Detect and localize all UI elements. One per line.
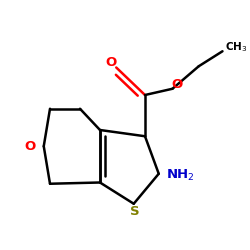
Text: O: O [172, 78, 183, 91]
Text: O: O [106, 56, 117, 69]
Text: CH$_3$: CH$_3$ [225, 40, 248, 54]
Text: S: S [130, 205, 140, 218]
Text: O: O [24, 140, 36, 153]
Text: NH$_2$: NH$_2$ [166, 168, 194, 182]
